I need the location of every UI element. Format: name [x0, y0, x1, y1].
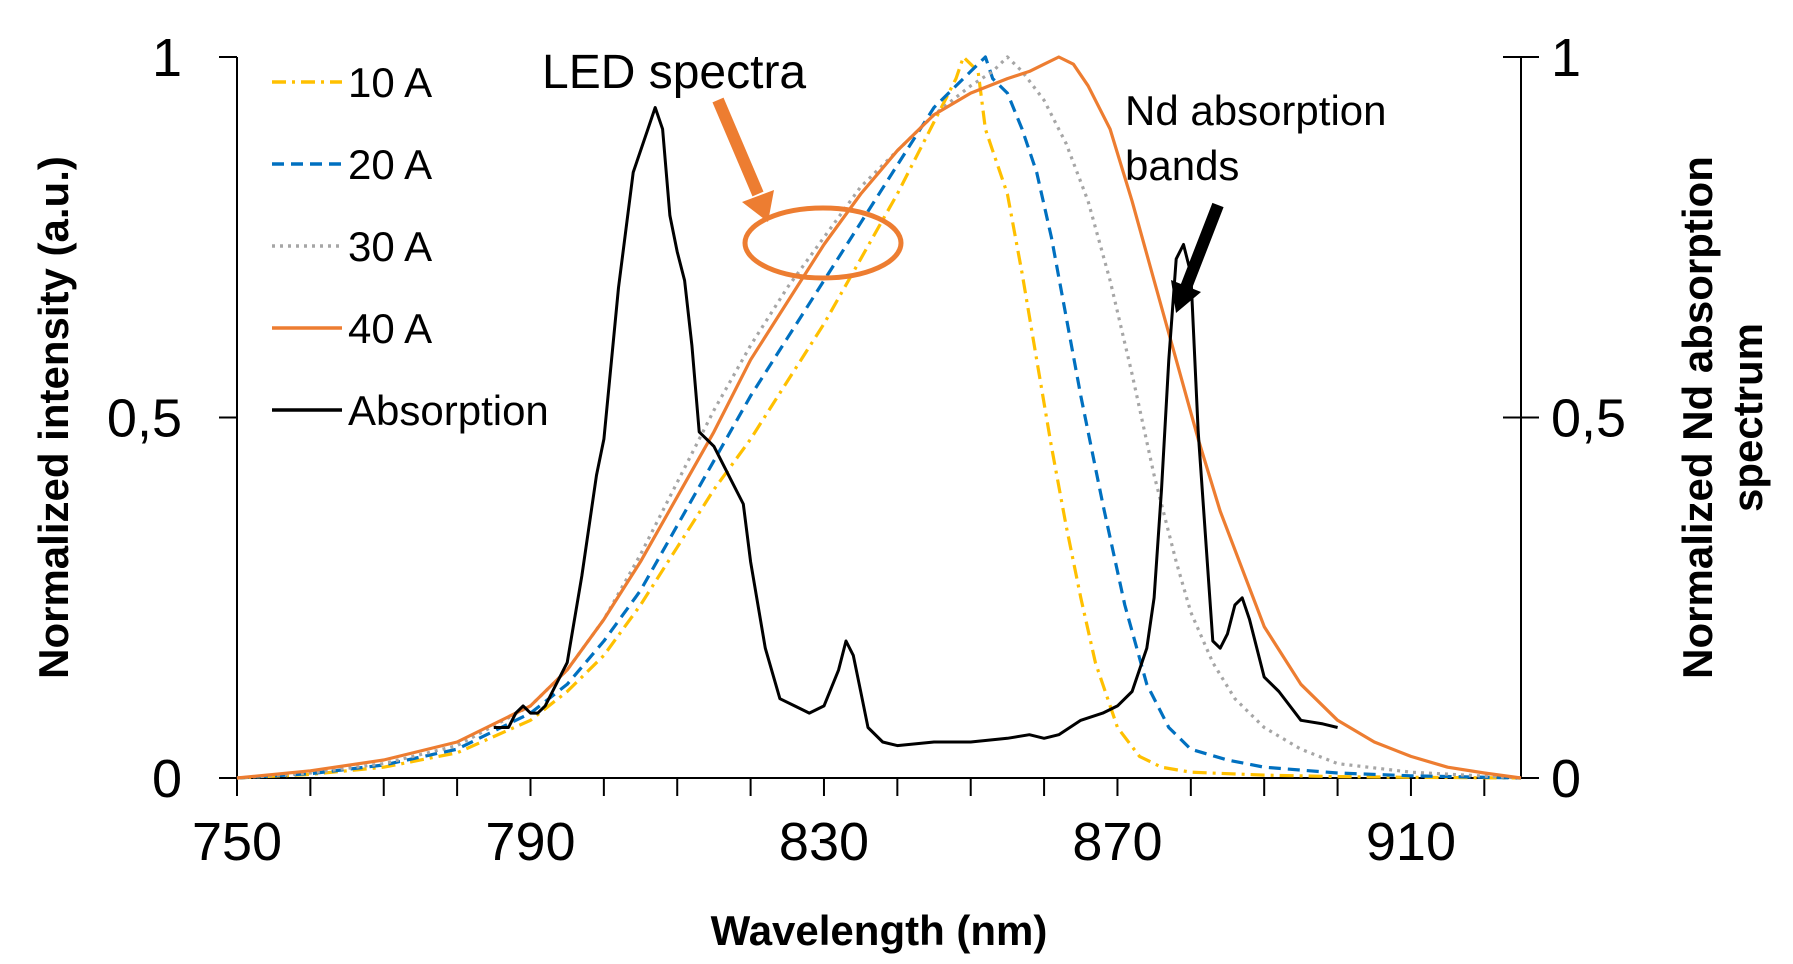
- axes: 0 0 0,5 0,5 1 1 750 790 830 870 910 Wavelength (nm)…: [30, 28, 1771, 954]
- nd-bands-label-line2: bands: [1125, 142, 1239, 189]
- x-tick-label: 750: [192, 812, 282, 872]
- legend-label-20-a: 20 A: [348, 141, 432, 188]
- x-tick-label: 790: [485, 812, 575, 872]
- y-axis-left-title: Normalized intensity (a.u.): [30, 156, 77, 679]
- led-spectra-label: LED spectra: [542, 46, 806, 99]
- legend-label-absorption: Absorption: [348, 387, 549, 434]
- x-tick-label: 870: [1072, 812, 1162, 872]
- led-spectra-highlight-ellipse: [742, 205, 904, 281]
- y-axis-right-title-line1: Normalized Nd absorption: [1674, 156, 1721, 679]
- y-tick-label-left: 1: [152, 28, 182, 88]
- legend-label-40-a: 40 A: [348, 305, 432, 352]
- x-tick-label: 910: [1366, 812, 1456, 872]
- legend-label-30-a: 30 A: [348, 223, 432, 270]
- y-tick-label-left: 0,5: [107, 389, 182, 449]
- y-tick-label-left: 0: [152, 749, 182, 809]
- x-tick-label: 830: [779, 812, 869, 872]
- series-layer: [236, 55, 1522, 780]
- led-spectra-arrow: [712, 97, 764, 197]
- nd-bands-arrow: [1179, 202, 1224, 293]
- y-axis-right-title-line2: spectrum: [1724, 323, 1771, 512]
- legend-label-10-a: 10 A: [348, 59, 432, 106]
- series-line-20-a: [236, 55, 1522, 780]
- nd-bands-label-line1: Nd absorption: [1125, 87, 1387, 134]
- annotations: LED spectra Nd absorption bands: [542, 46, 1387, 313]
- y-tick-label-right: 0,5: [1551, 389, 1626, 449]
- series-line-absorption: [493, 106, 1338, 748]
- nd-bands-arrowhead: [1171, 280, 1201, 313]
- series-line-40-a: [236, 55, 1522, 780]
- led-spectra-arrowhead: [742, 190, 774, 222]
- series-line-10-a: [236, 55, 1522, 780]
- y-tick-label-right: 0: [1551, 749, 1581, 809]
- legend: 10 A 20 A 30 A 40 A Absorption: [272, 59, 549, 434]
- y-tick-label-right: 1: [1551, 28, 1581, 88]
- x-axis-title: Wavelength (nm): [711, 907, 1048, 954]
